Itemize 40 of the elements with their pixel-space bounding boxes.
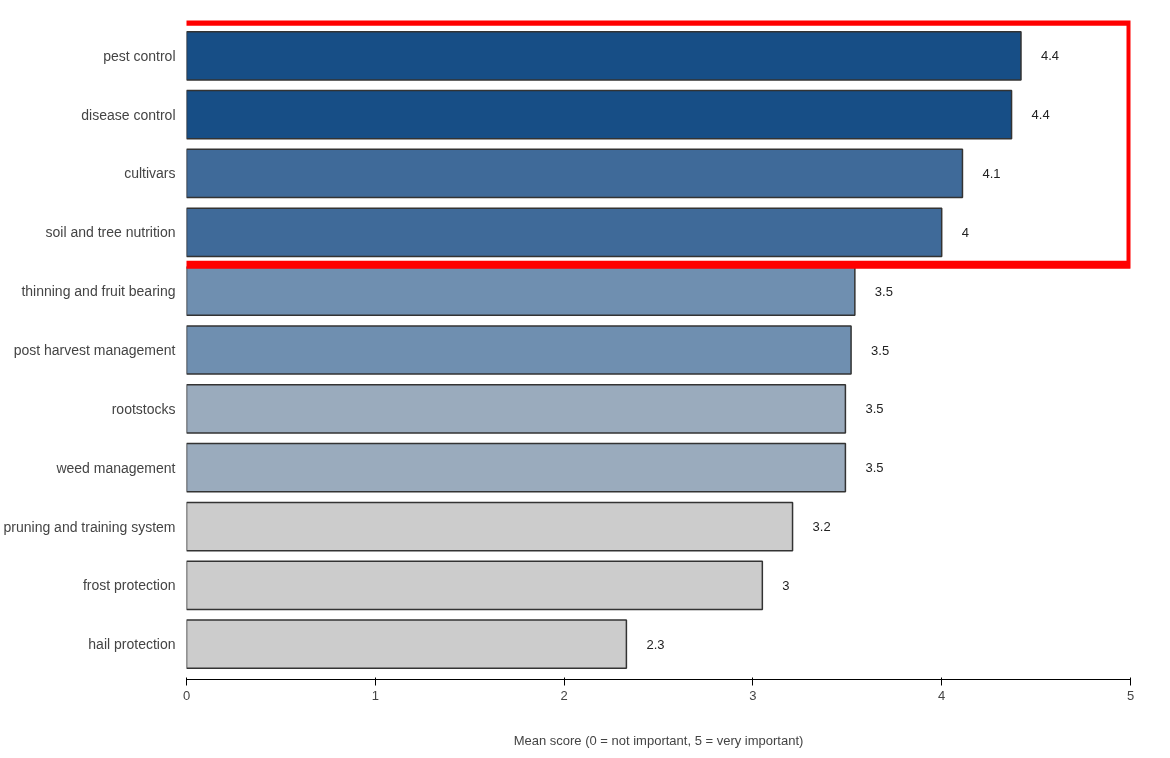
x-axis-title: Mean score (0 = not important, 5 = very important) [513,732,804,748]
data-label: 4.1 [982,165,1001,181]
y-tick-label: cultivars [124,165,176,182]
bar [186,207,943,258]
data-label: 3.5 [871,342,890,358]
bar [186,30,1022,81]
x-tick-label: 3 [749,687,757,703]
y-tick-label: thinning and fruit bearing [21,283,176,300]
bar [186,89,1013,140]
bar [186,560,764,611]
y-tick-label: pruning and training system [3,518,176,535]
y-tick-label: weed management [55,459,176,476]
y-tick-label: disease control [81,106,176,123]
data-label: 2.3 [646,636,665,652]
y-tick-label: post harvest management [13,342,176,358]
x-tick-label: 1 [371,687,379,703]
y-tick-label: soil and tree nutrition [45,224,176,241]
y-tick-label: rootstocks [111,400,176,417]
y-tick-label: pest control [103,47,176,64]
x-tick-label: 0 [182,687,191,703]
bar [186,266,856,317]
data-label: 3.5 [865,460,884,476]
data-label: 4.4 [1041,48,1060,64]
x-tick-label: 5 [1126,687,1135,703]
x-tick-label: 2 [560,687,568,703]
bar [186,501,794,552]
bar [186,325,852,375]
data-label: 3.5 [865,401,884,417]
data-label: 3.2 [812,519,831,535]
bar [186,148,964,199]
data-label: 4 [961,224,969,240]
x-tick-label: 4 [938,687,946,703]
y-tick-label: hail protection [88,636,176,653]
bar [186,383,847,434]
bar [186,619,628,670]
y-tick-label: frost protection [82,577,176,594]
bar [186,442,847,493]
data-label: 3.5 [874,283,893,299]
data-label: 3 [782,577,790,593]
data-label: 4.4 [1031,107,1050,123]
